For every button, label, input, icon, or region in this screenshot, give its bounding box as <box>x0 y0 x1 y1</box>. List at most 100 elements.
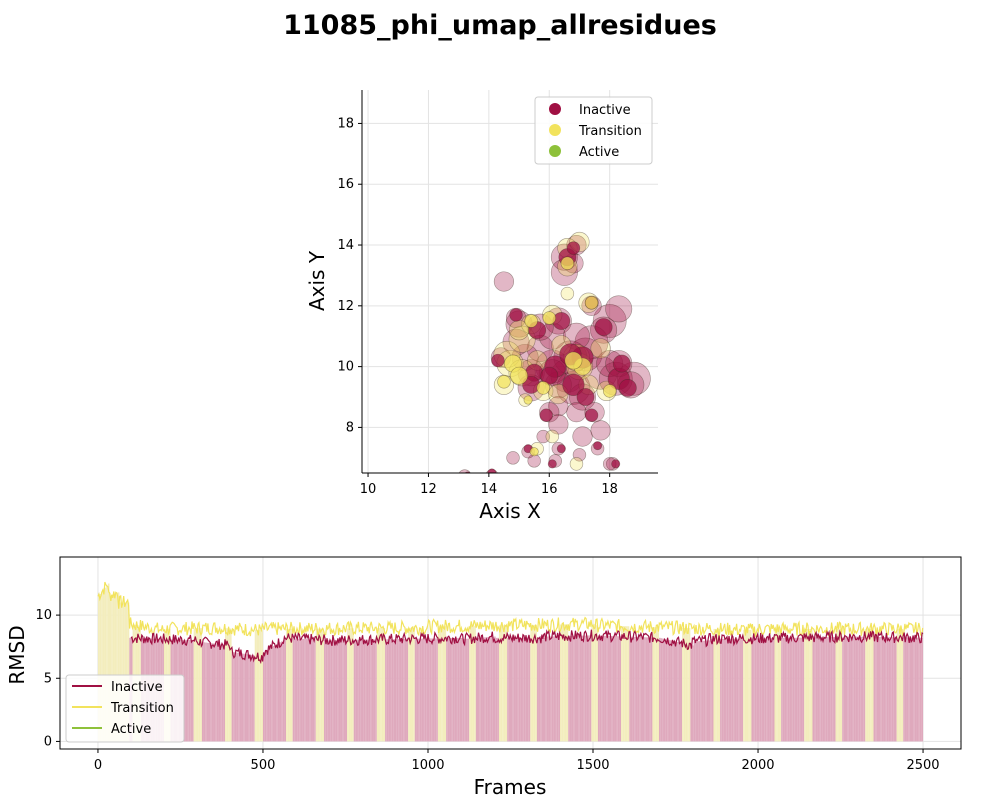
rmsd-fill-inactive <box>881 637 884 742</box>
rmsd-fill-inactive <box>253 655 255 742</box>
rmsd-fill-inactive <box>634 636 636 742</box>
scatter-point-inactive <box>572 426 593 447</box>
rmsd-fill-inactive <box>187 639 189 742</box>
rmsd-fill-inactive <box>675 641 678 742</box>
rmsd-fill-inactive <box>723 638 726 742</box>
scatter-point-inactive <box>536 429 550 444</box>
rmsd-fill-transition <box>655 627 658 742</box>
rmsd-fill-transition <box>228 628 230 742</box>
rmsd-fill-inactive <box>739 638 742 742</box>
rmsd-fill-inactive <box>418 638 420 742</box>
scatter-point-transition <box>536 381 550 395</box>
rmsd-fill-transition <box>500 625 503 742</box>
rmsd-fill-transition <box>409 627 412 742</box>
rmsd-fill-inactive <box>426 638 428 742</box>
rmsd-fill-inactive <box>512 637 514 742</box>
rmsd-fill-inactive <box>842 636 844 742</box>
rmsd-fill-inactive <box>911 637 914 742</box>
rmsd-fill-inactive <box>213 643 216 742</box>
rmsd-fill-inactive <box>192 640 194 742</box>
rmsd-line-transition <box>97 581 924 638</box>
rmsd-fill-transition <box>127 602 130 742</box>
rmsd-fill-transition <box>376 628 379 742</box>
rmsd-fill-transition <box>560 624 562 742</box>
rmsd-fill-inactive <box>477 637 480 742</box>
rmsd-fill-inactive <box>327 640 329 742</box>
rmsd-fill-inactive <box>266 649 268 742</box>
rmsd-fill-inactive <box>272 646 275 742</box>
rmsd-fill-inactive <box>206 642 209 742</box>
rmsd-fill-inactive <box>399 639 402 742</box>
rmsd-fill-inactive <box>772 638 775 742</box>
rmsd-fill-inactive <box>855 636 858 742</box>
rmsd-fill-transition <box>319 628 321 742</box>
rmsd-fill-inactive <box>568 635 570 742</box>
rmsd-fill-transition <box>744 629 747 742</box>
rmsd-fill-transition <box>119 602 122 742</box>
rmsd-fill-inactive <box>345 640 348 742</box>
rmsd-fill-inactive <box>276 644 278 742</box>
rmsd-fill-inactive <box>385 639 387 742</box>
rmsd-fill-inactive <box>419 638 422 742</box>
rmsd-fill-inactive <box>246 654 249 742</box>
rmsd-fill-transition <box>122 602 125 742</box>
rmsd-fill-transition <box>870 629 872 742</box>
rmsd-fill-inactive <box>758 638 760 742</box>
rmsd-fill-transition <box>226 628 229 742</box>
rmsd-fill-inactive <box>550 636 552 742</box>
rmsd-fill-inactive <box>597 635 600 742</box>
rmsd-fill-inactive <box>312 639 315 742</box>
rmsd-fill-inactive <box>734 638 737 742</box>
rmsd-fill-inactive <box>673 641 676 742</box>
rmsd-fill-inactive <box>733 638 735 742</box>
rmsd-fill-inactive <box>659 637 661 742</box>
rmsd-fill-inactive <box>398 639 400 742</box>
rmsd-fill-transition <box>627 626 630 742</box>
rmsd-fill-inactive <box>708 640 711 742</box>
rmsd-fill-inactive <box>817 637 820 742</box>
rmsd-ticks: 0 500 1000 1500 2000 2500 0 5 10 <box>35 608 939 773</box>
rmsd-legend: Inactive Transition Active <box>65 674 185 743</box>
rmsd-fill-inactive <box>599 635 602 742</box>
scatter-y-tick-label: 8 <box>346 420 354 435</box>
rmsd-fill-transition <box>530 624 532 742</box>
rmsd-fill-transition <box>593 623 595 742</box>
rmsd-x-tick-label: 2000 <box>741 758 774 773</box>
rmsd-x-tick-label: 1500 <box>576 758 609 773</box>
rmsd-fill-transition <box>566 624 569 742</box>
rmsd-fill-inactive <box>414 638 417 742</box>
rmsd-fill-transition <box>503 625 506 742</box>
rmsd-fill-inactive <box>913 637 915 742</box>
rmsd-plot: 0 500 1000 1500 2000 2500 0 5 10 Frames RMSD Ina… <box>5 556 962 799</box>
rmsd-fill-inactive <box>767 638 770 742</box>
rmsd-fill-transition <box>289 628 292 742</box>
rmsd-fill-transition <box>564 624 567 742</box>
rmsd-fill-inactive <box>366 639 369 742</box>
rmsd-fill-inactive <box>919 637 922 742</box>
rmsd-fill-inactive <box>569 635 572 742</box>
rmsd-fill-inactive <box>861 636 864 742</box>
rmsd-fill-inactive <box>361 639 364 742</box>
rmsd-lines <box>97 581 924 665</box>
rmsd-fill-transition <box>408 627 410 742</box>
rmsd-fill-inactive <box>701 640 704 742</box>
rmsd-fill-inactive <box>309 639 311 742</box>
scatter-x-tick-label: 16 <box>541 482 558 497</box>
rmsd-fill-inactive <box>423 638 425 742</box>
scatter-point-transition <box>560 256 575 270</box>
rmsd-fill-inactive <box>297 638 300 742</box>
rmsd-fill-inactive <box>789 637 792 742</box>
rmsd-fill-inactive <box>852 636 854 742</box>
scatter-point-inactive <box>548 414 569 435</box>
rmsd-fill-inactive <box>728 638 730 742</box>
rmsd-fill-inactive <box>485 637 488 742</box>
rmsd-fill-inactive <box>294 638 296 742</box>
rmsd-fill-inactive <box>904 637 907 742</box>
scatter-point-transition <box>564 351 583 370</box>
rmsd-fill-inactive <box>883 637 886 742</box>
rmsd-fill-inactive <box>784 637 787 742</box>
rmsd-fill-inactive <box>386 639 389 742</box>
rmsd-fill-transition <box>866 629 869 742</box>
rmsd-fill-inactive <box>632 636 635 742</box>
rmsd-fill-inactive <box>726 638 729 742</box>
